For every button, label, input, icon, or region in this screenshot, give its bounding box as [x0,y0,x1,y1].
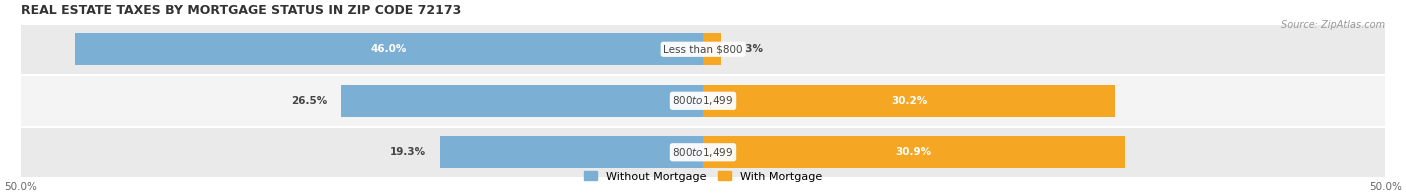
Bar [21,127,1385,178]
Text: REAL ESTATE TAXES BY MORTGAGE STATUS IN ZIP CODE 72173: REAL ESTATE TAXES BY MORTGAGE STATUS IN … [21,4,461,17]
Bar [703,85,1115,117]
Text: $800 to $1,499: $800 to $1,499 [672,94,734,107]
Bar [21,75,1385,127]
Bar [703,136,1125,168]
Text: 1.3%: 1.3% [734,44,763,54]
Text: 46.0%: 46.0% [371,44,408,54]
Bar [21,24,1385,75]
Text: Source: ZipAtlas.com: Source: ZipAtlas.com [1281,20,1385,30]
Bar [75,33,703,65]
Text: $800 to $1,499: $800 to $1,499 [672,146,734,159]
Text: Less than $800: Less than $800 [664,44,742,54]
Bar [703,33,721,65]
Bar [342,85,703,117]
Legend: Without Mortgage, With Mortgage: Without Mortgage, With Mortgage [579,167,827,186]
Text: 19.3%: 19.3% [389,147,426,157]
Text: 30.2%: 30.2% [891,96,927,106]
Text: 26.5%: 26.5% [291,96,328,106]
Text: 30.9%: 30.9% [896,147,932,157]
Bar [440,136,703,168]
